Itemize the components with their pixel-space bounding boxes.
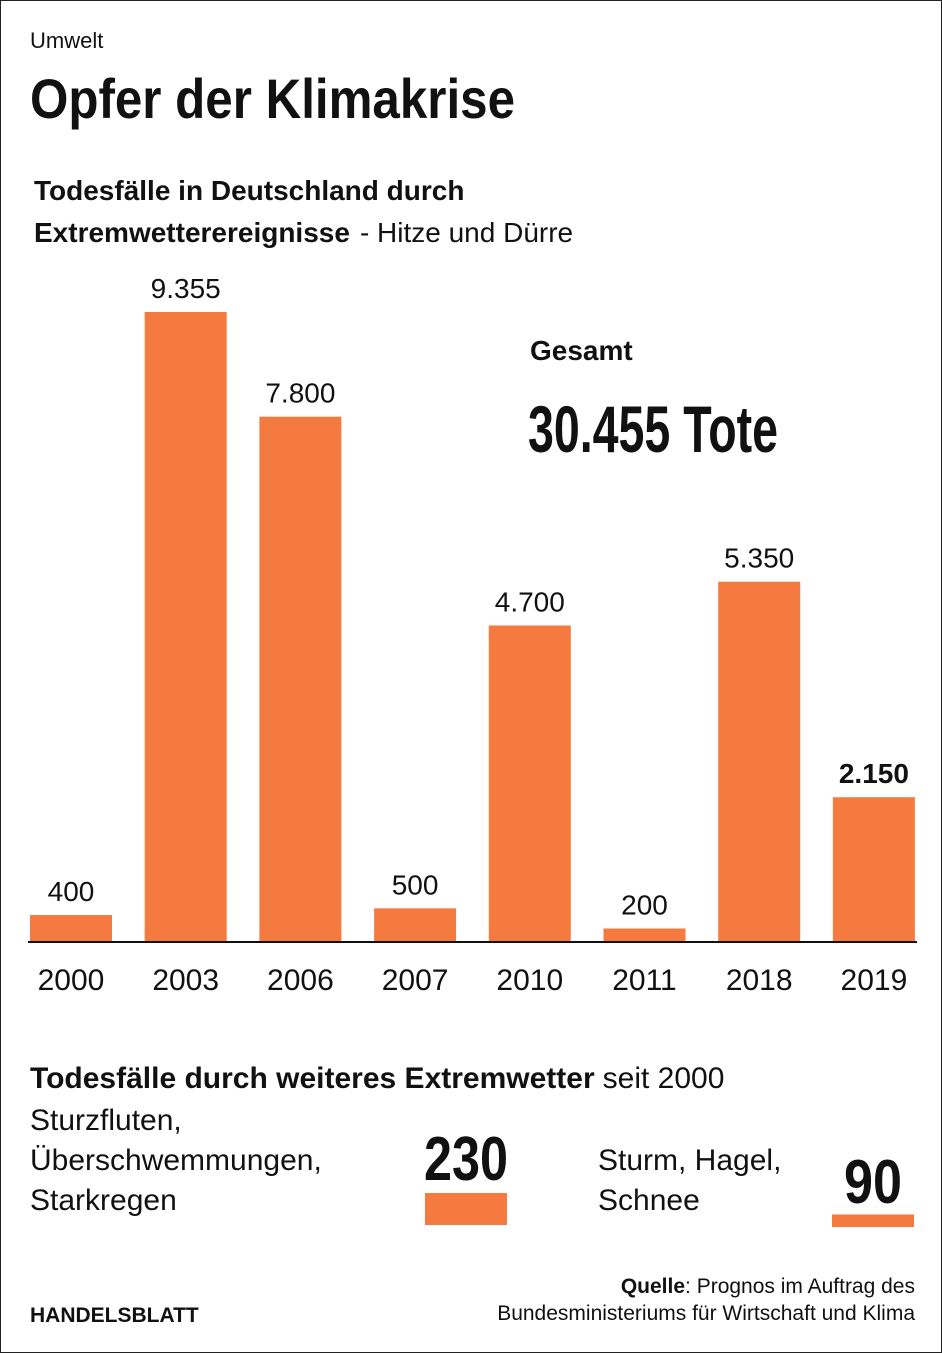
value-label: 5.350 [724,543,794,574]
total-label: Gesamt [530,335,633,366]
item-label: Schnee [598,1184,700,1217]
bar [30,915,112,942]
other-title-bold: Todesfälle durch weiteres Extremwetter [30,1062,595,1095]
x-tick-label: 2007 [382,964,449,997]
value-label: 500 [392,869,439,900]
item-label: Überschwemmungen, [30,1144,322,1177]
other-title: Todesfälle durch weiteres Extremwetter se… [30,1062,724,1095]
kicker: Umwelt [30,28,103,53]
bar [488,625,571,942]
other-title-suffix: seit 2000 [603,1062,725,1095]
value-label: 9.355 [151,273,221,304]
subtitle: Extremwetterereignisse - Hitze und Dürre [34,217,573,248]
item-value: 90 [844,1148,902,1217]
x-tick-label: 2006 [267,964,334,997]
value-label: 200 [621,890,668,921]
x-tick-label: 2003 [152,964,219,997]
item-value: 230 [424,1125,508,1194]
x-tick-label: 2010 [496,964,563,997]
bar [144,312,227,942]
source-text: Bundesministeriums für Wirtschaft und Kl… [497,1302,915,1325]
source: Quelle: Prognos im Auftrag des [621,1275,915,1298]
bar [259,416,342,943]
value-label: 400 [48,876,95,907]
item-label: Starkregen [30,1184,177,1217]
value-label: 2.150 [839,758,909,789]
x-tick-label: 2019 [841,964,908,997]
bar [832,797,915,942]
total-text: 30.455 Tote [528,392,778,466]
x-tick-label: 2000 [38,964,105,997]
value-label: 7.800 [265,378,335,409]
subtitle: Todesfälle in Deutschland durch [34,175,464,206]
brand: HANDELSBLATT [30,1304,199,1327]
bar [425,1193,507,1225]
x-tick-label: 2011 [612,964,677,997]
bar [832,1214,914,1227]
bar [603,928,686,942]
x-tick-label: 2018 [726,964,793,997]
source-text: : Prognos im Auftrag des [685,1275,915,1298]
bar [718,581,801,942]
bar [374,908,457,942]
chart-title: Opfer der Klimakrise [30,67,515,130]
item-label: Sturm, Hagel, [598,1144,781,1177]
subtitle-suffix: - Hitze und Dürre [360,217,573,248]
value-label: 4.700 [495,586,565,617]
item-label: Sturzfluten, [30,1104,182,1137]
subtitle-bold: Extremwetterereignisse [34,217,350,248]
source-label: Quelle [621,1275,685,1298]
